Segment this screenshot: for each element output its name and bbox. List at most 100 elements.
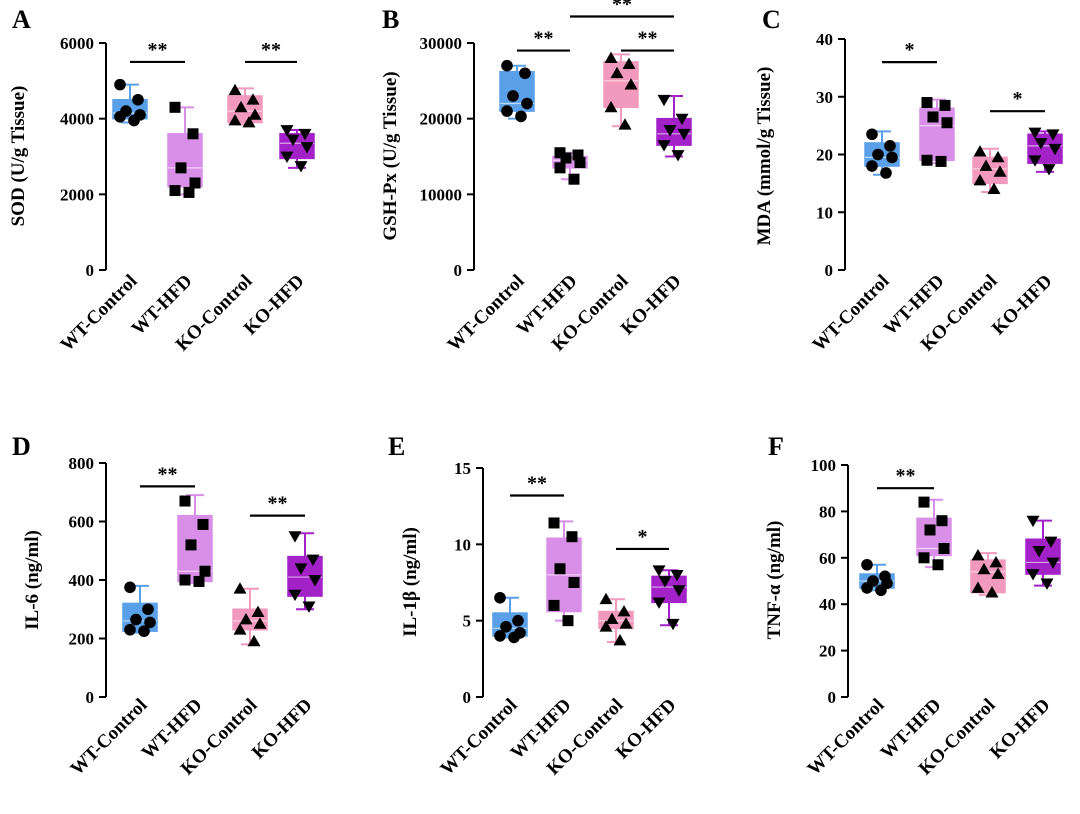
data-point <box>610 66 624 79</box>
y-tick-label: 0 <box>86 688 95 707</box>
data-point <box>114 78 126 91</box>
data-point <box>613 634 627 646</box>
data-point <box>657 94 671 107</box>
data-point <box>494 591 506 604</box>
x-category-label: KO-HFD <box>986 695 1055 764</box>
y-tick-label: 15 <box>454 459 471 478</box>
data-point <box>880 167 892 179</box>
data-point <box>861 558 873 571</box>
box-WT-HFD <box>177 494 213 587</box>
significance-bracket: ** <box>130 39 185 64</box>
data-point <box>228 83 242 96</box>
data-point <box>185 539 197 551</box>
y-tick-label: 60 <box>819 549 836 568</box>
data-point <box>1044 536 1058 549</box>
y-tick-label: 5 <box>463 612 472 631</box>
data-point <box>605 612 619 625</box>
data-point <box>515 110 527 123</box>
data-point <box>124 581 136 594</box>
data-point <box>548 599 560 611</box>
data-point <box>991 150 1005 163</box>
data-point <box>977 562 991 575</box>
data-point <box>599 620 613 632</box>
data-point <box>197 518 209 530</box>
data-point <box>501 105 513 117</box>
data-point <box>921 97 933 109</box>
significance-bracket: * <box>990 88 1045 113</box>
data-point <box>624 78 638 90</box>
data-point <box>512 614 524 627</box>
data-point <box>189 177 201 189</box>
significance-label: ** <box>158 463 178 485</box>
y-tick-label: 10 <box>816 203 833 222</box>
data-point <box>114 110 126 123</box>
data-point <box>993 165 1007 177</box>
data-point <box>973 173 987 186</box>
x-category-label: KO-HFD <box>248 695 317 764</box>
data-point <box>548 517 560 529</box>
box-WT-Control <box>112 78 148 127</box>
significance-bracket: ** <box>250 493 305 517</box>
data-point <box>193 575 205 587</box>
y-axis-label: IL-1β (ng/ml) <box>400 527 421 637</box>
data-point <box>233 582 247 594</box>
y-tick-label: 80 <box>819 502 836 521</box>
box-KO-Control <box>972 145 1008 195</box>
chart-panel-A: A 0 2000 4000 6000 SOD (U/g Tissue) ** ** WT-Con… <box>8 5 315 356</box>
data-point <box>604 51 618 64</box>
data-point <box>991 567 1005 579</box>
data-point <box>1028 155 1042 167</box>
data-point <box>985 586 999 598</box>
data-point <box>169 101 181 113</box>
data-point <box>866 160 878 172</box>
significance-label: ** <box>527 472 547 494</box>
data-point <box>939 99 951 111</box>
x-category-label: WT-Control <box>437 695 522 780</box>
data-point <box>124 623 136 636</box>
box-KO-Control <box>232 582 268 647</box>
data-point <box>247 634 261 647</box>
y-axis-label: GSH-Px (U/g Tissue) <box>380 71 401 240</box>
y-axis-label: MDA (mmol/g Tissue) <box>754 67 775 246</box>
data-point <box>508 631 520 644</box>
significance-label: ** <box>638 28 658 50</box>
data-point <box>618 118 632 130</box>
significance-bracket: ** <box>621 28 674 52</box>
data-point <box>658 576 672 588</box>
box-KO-HFD <box>651 565 687 631</box>
data-point <box>866 128 878 141</box>
data-point <box>228 114 242 126</box>
data-point <box>568 173 580 185</box>
data-point <box>1026 515 1040 528</box>
data-point <box>501 59 513 72</box>
significance-label: ** <box>268 493 288 515</box>
significance-label: * <box>638 526 648 548</box>
data-point <box>572 149 584 161</box>
data-point <box>971 581 985 593</box>
chart-panel-B: B 0 10000 20000 30000 GSH-Px (U/g Tissue) ** **… <box>380 0 692 356</box>
significance-bracket: ** <box>245 39 297 64</box>
x-category-label: WT-Control <box>809 271 894 356</box>
significance-bracket: * <box>882 39 937 64</box>
box-KO-Control <box>598 592 634 646</box>
y-axis-label: SOD (U/g Tissue) <box>8 86 29 227</box>
y-tick-label: 0 <box>828 688 837 707</box>
data-point <box>971 548 985 561</box>
data-point <box>248 108 262 120</box>
data-point <box>239 612 253 625</box>
chart-panel-C: C 0 10 20 30 40 MDA (mmol/g Tissue) * * WT-Contro… <box>754 5 1063 356</box>
data-point <box>924 524 936 536</box>
data-point <box>560 152 572 164</box>
data-point <box>554 563 566 575</box>
data-point <box>183 186 195 198</box>
significance-label: ** <box>148 39 168 61</box>
data-point <box>142 603 154 616</box>
data-point <box>936 515 948 527</box>
significance-bracket: ** <box>510 472 564 497</box>
y-tick-label: 100 <box>811 456 837 475</box>
y-axis-label: TNF-α (ng/ml) <box>764 521 785 640</box>
box-KO-Control <box>603 51 639 130</box>
y-tick-label: 0 <box>454 261 463 280</box>
